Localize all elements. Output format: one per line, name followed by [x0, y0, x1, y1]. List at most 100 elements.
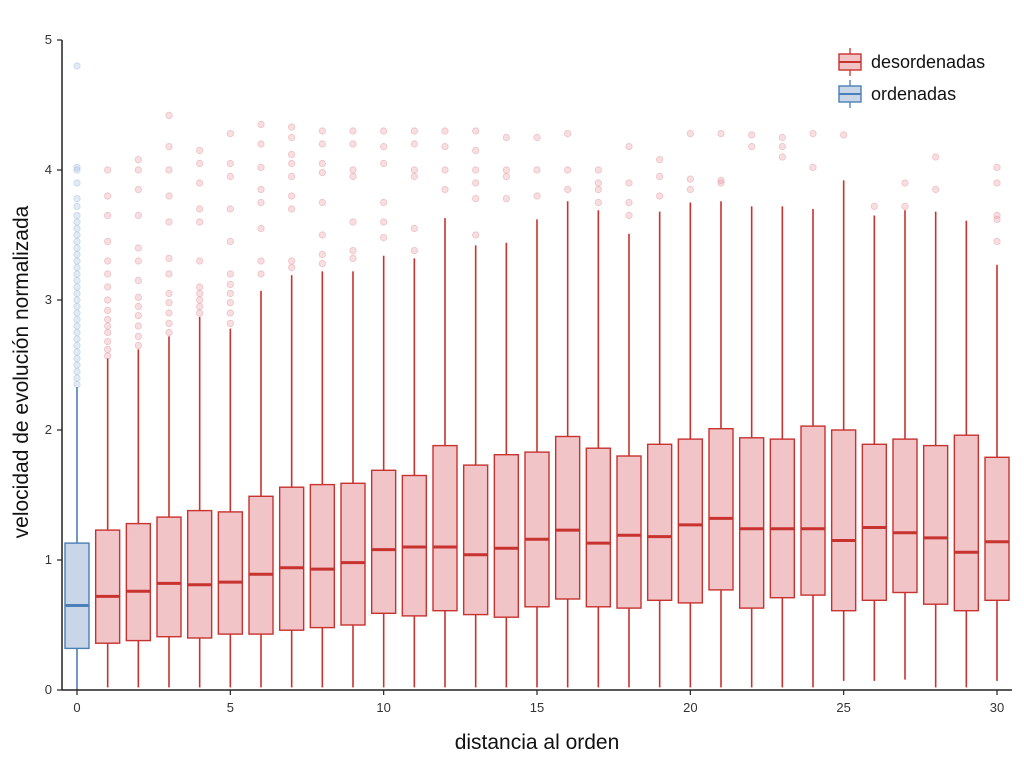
box-desordenadas-29: [953, 220, 980, 688]
box-desordenadas-3: [156, 111, 182, 688]
outlier-point: [288, 159, 296, 168]
outlier-point: [809, 130, 817, 138]
outlier-point: [226, 270, 234, 278]
box-desordenadas-10: [370, 127, 397, 688]
outlier-point: [196, 218, 204, 226]
outlier-point: [73, 354, 81, 363]
outlier-point: [165, 254, 173, 262]
outlier-point: [196, 146, 204, 155]
y-tick-label: 3: [45, 292, 52, 307]
outlier-point: [717, 179, 725, 187]
box-desordenadas-9: [340, 127, 366, 688]
outlier-point: [73, 361, 81, 369]
outlier-point: [318, 259, 326, 268]
outlier-point: [778, 153, 786, 161]
outlier-point: [134, 156, 142, 164]
outlier-point: [594, 166, 602, 174]
outlier-point: [349, 247, 357, 255]
outlier-point: [318, 127, 326, 135]
outlier-point: [104, 296, 112, 304]
outlier-point: [625, 198, 633, 207]
outlier-point: [73, 263, 81, 272]
outlier-point: [932, 185, 940, 194]
outlier-point: [134, 332, 142, 340]
outlier-point: [288, 150, 296, 158]
box-iqr: [432, 444, 458, 612]
box-desordenadas-22: [738, 131, 765, 688]
x-axis: 0 5 10 15 20 25 30: [62, 689, 1012, 715]
outlier-point: [318, 140, 326, 148]
outlier-point: [73, 296, 81, 304]
box-iqr: [984, 456, 1010, 601]
outlier-point: [993, 211, 1001, 220]
box-iqr: [340, 482, 366, 626]
outlier-point: [134, 322, 142, 330]
legend-label: ordenadas: [871, 84, 956, 104]
outlier-point: [901, 179, 909, 187]
outlier-point: [870, 202, 878, 210]
outlier-point: [349, 166, 357, 174]
outlier-point: [748, 131, 756, 139]
outlier-point: [778, 133, 786, 142]
outlier-point: [73, 62, 81, 70]
outlier-point: [73, 348, 81, 356]
box-iqr: [217, 511, 244, 635]
outlier-point: [564, 166, 572, 174]
outlier-point: [502, 172, 510, 181]
box-desordenadas-8: [309, 127, 336, 688]
y-tick-label: 0: [45, 682, 52, 697]
outlier-point: [594, 198, 602, 207]
box-iqr: [861, 443, 888, 601]
outlier-point: [625, 143, 633, 151]
outlier-point: [288, 123, 296, 131]
outlier-point: [73, 302, 81, 311]
outlier-point: [288, 205, 296, 213]
outlier-point: [318, 159, 326, 168]
outlier-point: [73, 309, 81, 317]
box-desordenadas-19: [646, 156, 673, 688]
box-iqr: [830, 429, 857, 612]
outlier-point: [165, 309, 173, 317]
box-desordenadas-17: [585, 166, 612, 688]
outlier-point: [134, 257, 142, 265]
outlier-point: [472, 166, 480, 174]
outlier-point: [73, 335, 81, 343]
outlier-point: [104, 166, 112, 174]
x-tick-label: 25: [836, 700, 850, 715]
box-iqr: [278, 486, 305, 631]
outlier-point: [73, 289, 81, 298]
outlier-point: [196, 309, 204, 317]
outlier-point: [564, 185, 572, 194]
box-desordenadas-2: [125, 156, 152, 688]
outlier-point: [380, 234, 388, 242]
box-iqr: [309, 483, 336, 629]
outlier-point: [165, 298, 173, 307]
legend-label: desordenadas: [871, 52, 985, 72]
box-desordenadas-11: [401, 127, 428, 688]
outlier-point: [134, 166, 142, 174]
outlier-point: [993, 163, 1001, 171]
outlier-point: [104, 352, 112, 360]
outlier-point: [196, 296, 204, 304]
outlier-point: [380, 218, 388, 226]
outlier-point: [134, 311, 142, 320]
outlier-point: [594, 185, 602, 194]
outlier-point: [104, 306, 112, 314]
outlier-point: [533, 192, 541, 200]
x-tick-label: 10: [376, 700, 390, 715]
outlier-point: [165, 143, 173, 151]
y-axis-title: velocidad de evolución normalizada: [10, 205, 33, 538]
outlier-point: [104, 270, 112, 278]
outlier-point: [318, 169, 326, 177]
outlier-point: [288, 263, 296, 272]
outlier-point: [165, 111, 173, 120]
outlier-point: [134, 244, 142, 252]
outlier-point: [410, 224, 418, 233]
outlier-point: [165, 270, 173, 278]
box-desordenadas-18: [616, 143, 642, 688]
box-iqr: [248, 495, 274, 635]
outlier-point: [196, 205, 204, 213]
box-iqr: [94, 529, 121, 644]
outlier-point: [134, 185, 142, 194]
